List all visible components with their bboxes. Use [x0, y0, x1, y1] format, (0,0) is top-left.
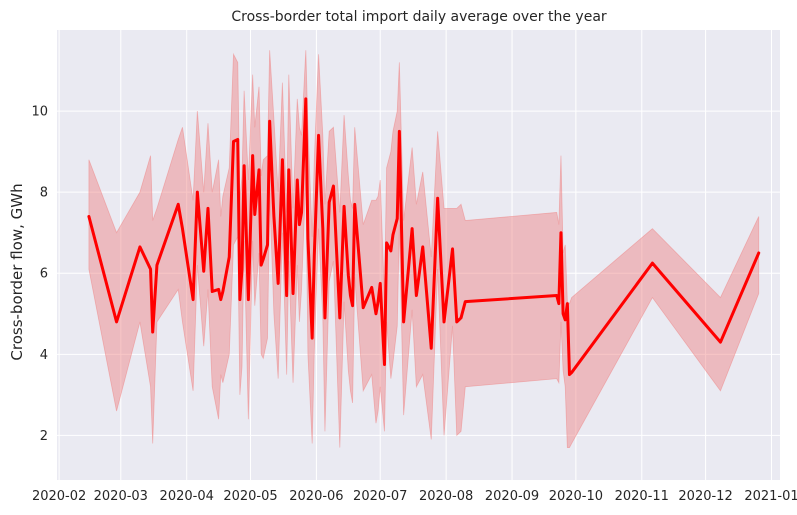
x-tick-label: 2020-07: [353, 489, 407, 504]
x-tick-label: 2020-02: [32, 489, 86, 504]
x-tick-label: 2020-05: [223, 489, 277, 504]
x-tick-label: 2020-12: [678, 489, 732, 504]
chart-title: Cross-border total import daily average …: [231, 9, 607, 25]
x-tick-label: 2020-10: [549, 489, 603, 504]
x-tick-label: 2020-11: [615, 489, 669, 504]
y-axis-label: Cross-border flow, GWh: [8, 183, 26, 360]
series-line-layer: [87, 97, 761, 377]
x-tick-label: 2020-03: [94, 489, 148, 504]
y-tick-label: 2: [40, 429, 48, 444]
x-tick-label: 2020-04: [160, 489, 214, 504]
x-tick-label: 2020-09: [485, 489, 539, 504]
x-tick-label: 2020-08: [419, 489, 473, 504]
x-tick-label: 2020-06: [289, 489, 343, 504]
y-tick-label: 8: [40, 186, 48, 201]
plot-background: [57, 30, 780, 480]
y-tick-labels: 2 4 6 8 10: [31, 105, 48, 444]
y-tick-label: 6: [40, 267, 48, 282]
x-tick-label: 2021-01: [744, 489, 797, 504]
series-line: [87, 97, 761, 377]
x-tick-labels: 2020-02 2020-03 2020-04 2020-05 2020-06 2020-…: [32, 489, 797, 504]
y-tick-label: 4: [40, 348, 48, 363]
y-tick-label: 10: [31, 105, 48, 120]
